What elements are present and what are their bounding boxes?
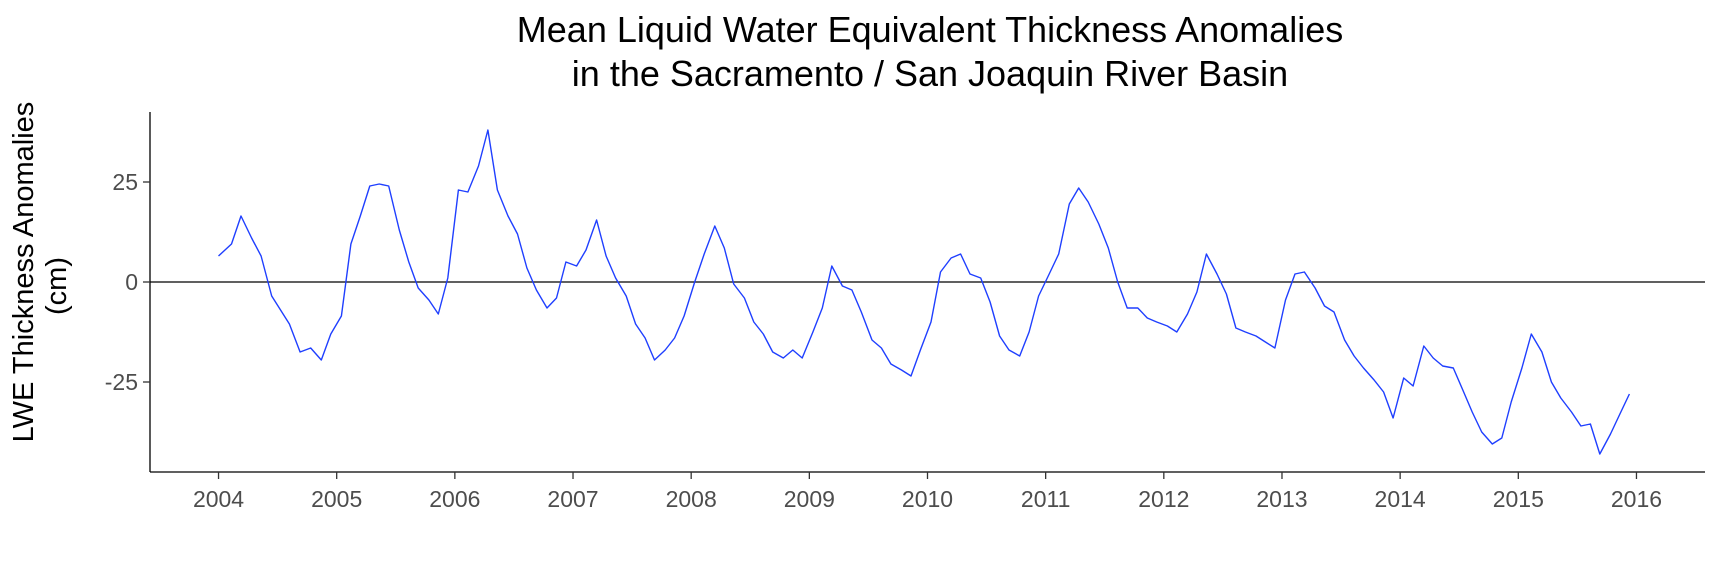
x-tick-label: 2016	[1611, 486, 1662, 512]
chart-title-line-2: in the Sacramento / San Joaquin River Ba…	[571, 53, 1289, 94]
axes	[149, 112, 1705, 473]
x-tick-label: 2015	[1493, 486, 1544, 512]
chart-title: Mean Liquid Water Equivalent Thickness A…	[150, 8, 1710, 96]
y-axis-title-line-1: LWE Thickness Anomalies	[8, 102, 40, 443]
series-layer	[218, 129, 1631, 455]
x-tick-label: 2010	[902, 486, 953, 512]
lwe-anomaly-series-line	[218, 129, 1631, 455]
ticks: 2004 2005 2006 2007 2008 2009 2010 2011 2012 2013…	[105, 169, 1662, 512]
y-axis-title: LWE Thickness Anomalies (cm)	[8, 102, 73, 443]
x-tick-label: 2013	[1256, 486, 1307, 512]
x-tick-label: 2004	[193, 486, 244, 512]
y-tick-label: -25	[105, 369, 138, 395]
x-tick-label: 2008	[666, 486, 717, 512]
y-tick-label: 25	[112, 169, 138, 195]
x-tick-label: 2011	[1021, 486, 1070, 512]
y-tick-label: 0	[125, 269, 138, 295]
x-tick-label: 2012	[1138, 486, 1189, 512]
x-tick-label: 2007	[547, 486, 598, 512]
x-tick-label: 2009	[784, 486, 835, 512]
x-tick-label: 2005	[311, 486, 362, 512]
x-tick-label: 2014	[1375, 486, 1426, 512]
y-axis-title-line-2: (cm)	[41, 257, 73, 315]
chart-title-line-1: Mean Liquid Water Equivalent Thickness A…	[516, 9, 1344, 50]
x-tick-label: 2006	[429, 486, 480, 512]
